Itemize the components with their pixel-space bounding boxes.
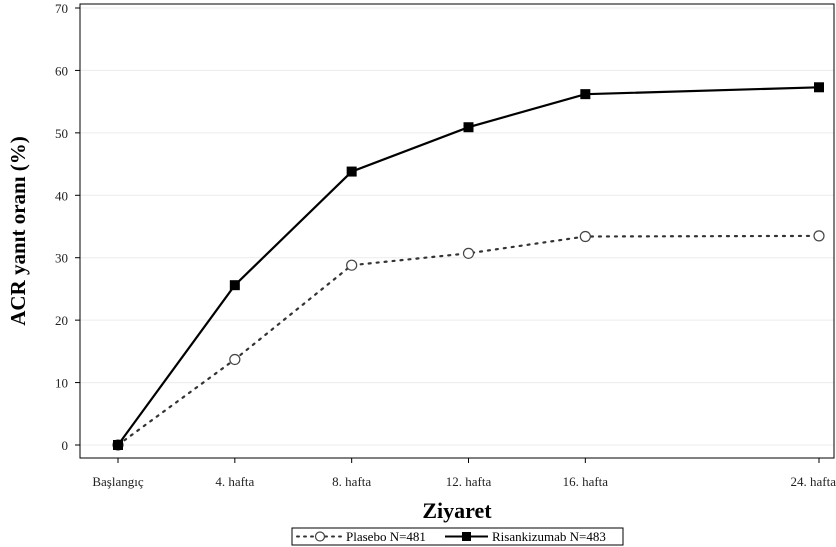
data-point <box>814 82 824 93</box>
plot-frame <box>79 3 835 459</box>
x-tick-label: 16. hafta <box>563 474 609 489</box>
x-tick-label: 24. hafta <box>791 474 836 489</box>
legend-marker-circle <box>314 531 326 542</box>
x-tick-label: 12. hafta <box>446 474 492 489</box>
x-axis-label: Ziyaret <box>422 498 492 523</box>
data-point <box>813 230 825 242</box>
series-line-0 <box>116 234 821 447</box>
grid-lines <box>80 7 834 446</box>
data-point <box>462 247 475 259</box>
data-point <box>346 166 357 177</box>
legend: Plasebo N=481 Risankizumab N=483 <box>291 527 624 546</box>
y-tick-label: 0 <box>62 438 69 453</box>
data-point <box>229 353 241 366</box>
y-axis-ticks: 0 10 20 30 40 50 60 70 <box>55 1 80 453</box>
y-tick-label: 70 <box>55 1 68 16</box>
series-layer <box>112 82 825 451</box>
y-tick-label: 50 <box>55 126 68 141</box>
y-tick-label: 30 <box>55 251 68 266</box>
series-line-1 <box>117 86 820 446</box>
x-axis-ticks: Başlangıç 4. hafta 8. hafta 12. hafta 16. ha… <box>92 458 836 489</box>
y-tick-label: 10 <box>55 376 68 391</box>
x-tick-label: Başlangıç <box>92 474 143 489</box>
data-point <box>580 89 591 100</box>
y-tick-label: 20 <box>55 313 68 328</box>
data-point <box>463 122 474 133</box>
data-point <box>229 280 240 291</box>
x-tick-label: 8. hafta <box>332 474 371 489</box>
data-point <box>579 230 591 243</box>
data-point <box>346 259 358 271</box>
legend-marker-square <box>462 532 471 541</box>
y-axis-label: ACR yanıt oranı (%) <box>6 136 30 326</box>
y-tick-label: 60 <box>55 63 68 78</box>
legend-label: Plasebo N=481 <box>346 529 426 544</box>
legend-label: Risankizumab N=483 <box>492 529 606 544</box>
y-tick-label: 40 <box>55 188 68 203</box>
x-tick-label: 4. hafta <box>215 474 254 489</box>
data-point <box>113 440 123 450</box>
